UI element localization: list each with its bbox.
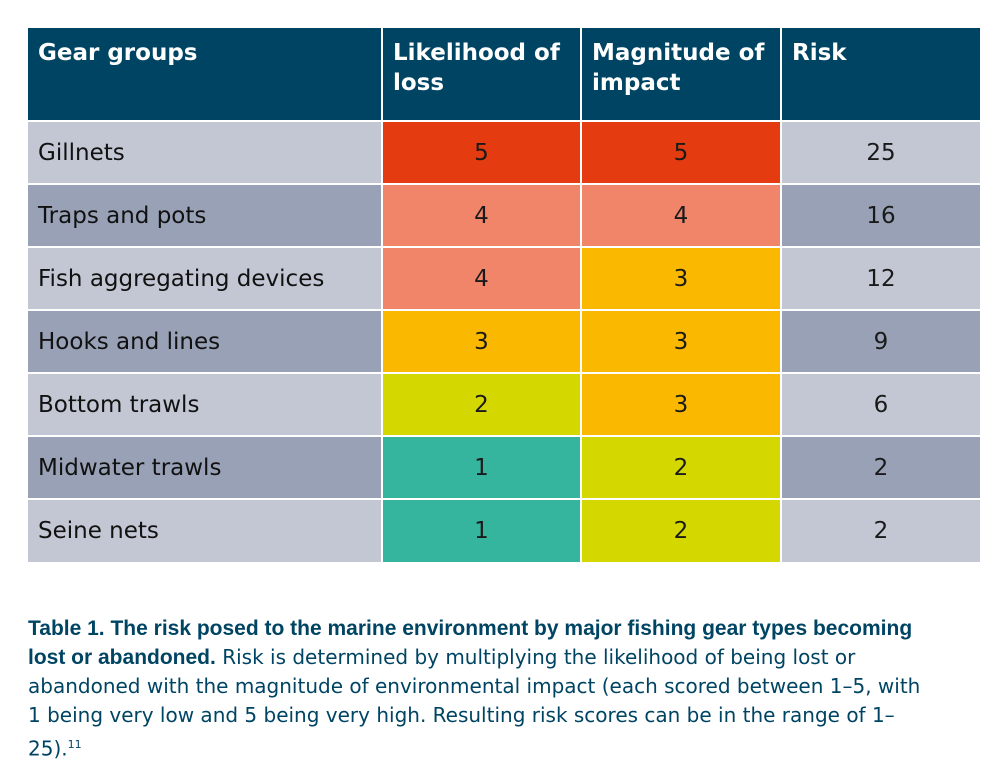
risk-cell: 12	[780, 246, 980, 310]
header-likelihood: Likelihood of loss	[381, 28, 581, 121]
likelihood-cell: 5	[381, 120, 581, 184]
risk-cell: 2	[780, 435, 980, 499]
caption-body: Risk is determined by multiplying the li…	[28, 645, 921, 761]
risk-cell: 6	[780, 372, 980, 436]
caption-footnote: 11	[67, 738, 82, 751]
likelihood-cell: 1	[381, 498, 581, 562]
risk-cell: 9	[780, 309, 980, 373]
gear-group-cell: Traps and pots	[28, 183, 382, 247]
likelihood-cell: 4	[381, 183, 581, 247]
table-row: Fish aggregating devices 4 3 12	[28, 246, 980, 310]
risk-cell: 25	[780, 120, 980, 184]
risk-table-container: Gear groups Likelihood of loss Magnitude…	[28, 28, 980, 562]
gear-group-cell: Hooks and lines	[28, 309, 382, 373]
table-row: Traps and pots 4 4 16	[28, 183, 980, 247]
table-caption: Table 1. The risk posed to the marine en…	[28, 614, 928, 764]
likelihood-cell: 1	[381, 435, 581, 499]
magnitude-cell: 3	[580, 246, 781, 310]
likelihood-cell: 3	[381, 309, 581, 373]
risk-cell: 16	[780, 183, 980, 247]
table-header-row: Gear groups Likelihood of loss Magnitude…	[28, 28, 980, 121]
likelihood-cell: 4	[381, 246, 581, 310]
table-body: Gillnets 5 5 25 Traps and pots 4 4 16 Fish aggre…	[28, 120, 980, 562]
header-risk: Risk	[780, 28, 980, 121]
magnitude-cell: 5	[580, 120, 781, 184]
magnitude-cell: 2	[580, 498, 781, 562]
table-row: Seine nets 1 2 2	[28, 498, 980, 562]
risk-cell: 2	[780, 498, 980, 562]
table-row: Bottom trawls 2 3 6	[28, 372, 980, 436]
table-row: Midwater trawls 1 2 2	[28, 435, 980, 499]
magnitude-cell: 2	[580, 435, 781, 499]
risk-table: Gear groups Likelihood of loss Magnitude…	[28, 28, 980, 562]
caption-title: Table 1. The risk posed to the marine en…	[28, 617, 913, 669]
header-magnitude: Magnitude of impact	[580, 28, 781, 121]
table-row: Hooks and lines 3 3 9	[28, 309, 980, 373]
gear-group-cell: Bottom trawls	[28, 372, 382, 436]
table-row: Gillnets 5 5 25	[28, 120, 980, 184]
gear-group-cell: Seine nets	[28, 498, 382, 562]
magnitude-cell: 3	[580, 309, 781, 373]
likelihood-cell: 2	[381, 372, 581, 436]
gear-group-cell: Fish aggregating devices	[28, 246, 382, 310]
gear-group-cell: Gillnets	[28, 120, 382, 184]
gear-group-cell: Midwater trawls	[28, 435, 382, 499]
magnitude-cell: 3	[580, 372, 781, 436]
magnitude-cell: 4	[580, 183, 781, 247]
header-gear-groups: Gear groups	[28, 28, 382, 121]
